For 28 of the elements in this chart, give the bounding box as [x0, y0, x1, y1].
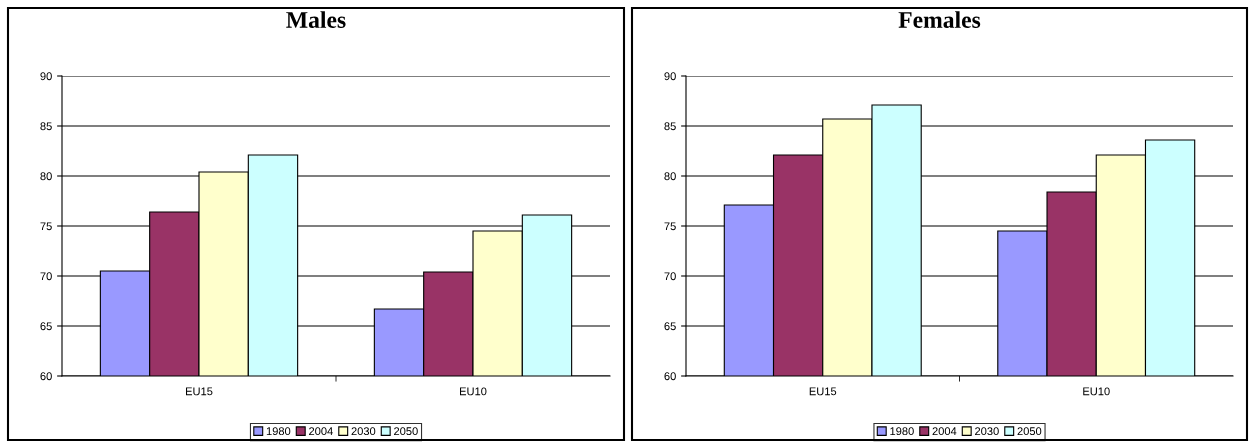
- x-tick-label: EU15: [809, 387, 837, 396]
- legend-label: 2050: [394, 427, 418, 436]
- y-tick-label: 65: [40, 322, 52, 331]
- y-tick-label: 80: [664, 172, 676, 181]
- y-tick-label: 70: [40, 272, 52, 281]
- legend-label: 2004: [309, 427, 333, 436]
- legend-label: 1980: [890, 427, 914, 436]
- legend-label: 1980: [266, 427, 291, 436]
- x-tick-label: EU15: [186, 387, 213, 396]
- y-tick-label: 90: [40, 72, 52, 81]
- y-tick-label: 70: [664, 272, 676, 281]
- y-tick-label: 85: [40, 122, 52, 131]
- y-tick-label: 60: [40, 372, 52, 381]
- legend-label: 2030: [351, 427, 376, 436]
- legend-label: 2050: [1017, 427, 1042, 436]
- chart-title: Males: [286, 11, 346, 28]
- y-tick-label: 65: [664, 322, 676, 331]
- y-tick-label: 80: [40, 172, 52, 181]
- y-tick-label: 75: [40, 222, 52, 231]
- y-tick-label: 60: [664, 372, 676, 381]
- legend-label: 2030: [975, 427, 999, 436]
- x-tick-label: EU10: [1083, 387, 1110, 396]
- y-tick-label: 75: [664, 222, 676, 231]
- y-tick-label: 90: [664, 72, 676, 81]
- y-tick-label: 85: [664, 122, 676, 131]
- legend-label: 2004: [932, 427, 957, 436]
- x-tick-label: EU10: [460, 387, 487, 396]
- chart-title: Females: [898, 11, 981, 28]
